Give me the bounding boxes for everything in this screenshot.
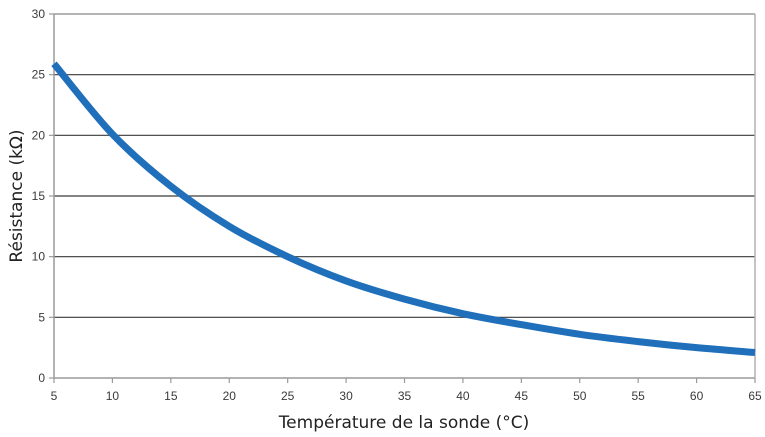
x-tick-label: 5 <box>51 389 58 403</box>
y-tick-label: 0 <box>38 371 45 385</box>
x-tick-label: 35 <box>398 389 412 403</box>
x-tick-label: 10 <box>106 389 120 403</box>
x-tick-label: 20 <box>223 389 237 403</box>
resistance-curve <box>51 61 756 357</box>
y-axis-ticks: 0 5 10 15 20 25 30 <box>32 7 54 385</box>
series-line <box>51 61 756 357</box>
x-tick-label: 25 <box>281 389 295 403</box>
y-tick-label: 20 <box>32 128 46 142</box>
y-axis-title: Résistance (kΩ) <box>7 129 27 262</box>
x-tick-label: 15 <box>164 389 178 403</box>
y-tick-label: 15 <box>32 189 46 203</box>
y-tick-label: 5 <box>38 310 45 324</box>
x-tick-label: 45 <box>515 389 529 403</box>
x-tick-label: 60 <box>690 389 704 403</box>
x-axis-ticks: 5 10 15 20 25 30 35 40 45 50 55 60 65 <box>51 378 762 403</box>
x-tick-label: 30 <box>339 389 353 403</box>
y-tick-label: 10 <box>32 250 46 264</box>
x-axis-title: Température de la sonde (°C) <box>278 413 530 433</box>
y-tick-label: 25 <box>32 68 46 82</box>
x-tick-label: 65 <box>748 389 762 403</box>
horizontal-gridlines <box>54 13 755 318</box>
x-tick-label: 50 <box>573 389 587 403</box>
x-tick-label: 40 <box>456 389 470 403</box>
x-tick-label: 55 <box>631 389 645 403</box>
y-tick-label: 30 <box>32 7 46 21</box>
